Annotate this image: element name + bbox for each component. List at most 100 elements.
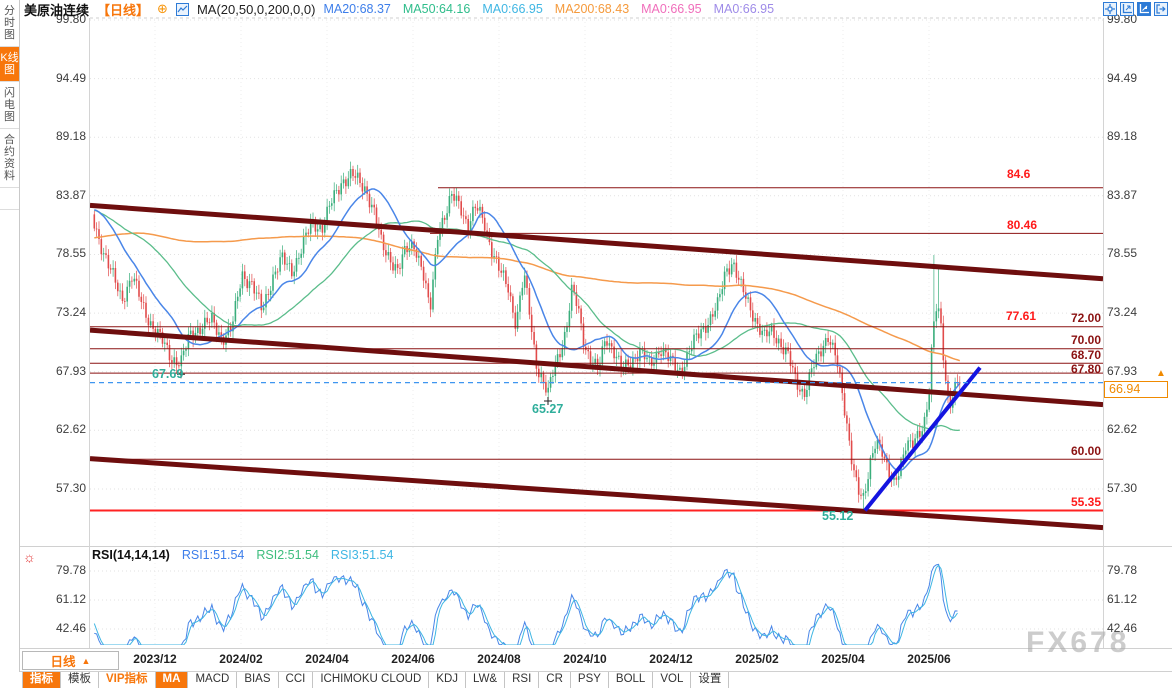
sidebar: 分时图 K线图 闪电图 合约资料: [0, 0, 20, 672]
price-level-label: 67.80: [1070, 362, 1101, 376]
ma-legend-value: MA50:64.16: [402, 2, 471, 16]
price-level-label: 77.61: [1006, 309, 1037, 323]
indicator-tab-指标[interactable]: 指标: [23, 672, 61, 688]
price-level-label: 68.70: [1070, 348, 1101, 362]
indicator-tab-VOL[interactable]: VOL: [653, 672, 692, 688]
indicator-tab-MA[interactable]: MA: [155, 672, 189, 688]
sidebar-tab-合约资料[interactable]: 合约资料: [0, 129, 19, 188]
indicator-tab-LW&[interactable]: LW&: [466, 672, 506, 688]
symbol-title: 美原油连续: [24, 2, 90, 18]
rsi-axis-label: 61.12: [1107, 591, 1138, 606]
y-axis-label: 57.30: [55, 480, 86, 495]
price-level-label: 55.35: [1070, 495, 1101, 509]
rsi-axis-label: 42.46: [55, 620, 86, 635]
indicator-tab-设置[interactable]: 设置: [691, 672, 730, 688]
ma-legend-value: MA20:68.37: [323, 2, 391, 16]
y-axis-label: 57.30: [1107, 480, 1138, 495]
rsi-legend-value: RSI1:51.54: [181, 548, 245, 562]
y-axis-label: 83.87: [1107, 187, 1138, 202]
y-axis-label: 94.49: [1107, 70, 1138, 85]
kline-icon: [175, 2, 189, 16]
sidebar-empty-cell: [0, 188, 19, 210]
date-axis-label: 2023/12: [133, 652, 177, 666]
price-level-label: 72.00: [1070, 311, 1101, 325]
sidebar-tab-分时图[interactable]: 分时图: [0, 0, 19, 47]
rsi-axis-label: 61.12: [55, 591, 86, 606]
date-axis-label: 2024/04: [305, 652, 349, 666]
indicator-settings-icon[interactable]: ☼: [23, 549, 36, 565]
indicator-tab-RSI[interactable]: RSI: [505, 672, 540, 688]
crosshair-icon[interactable]: [1103, 2, 1117, 16]
price-annotation: 55.12: [822, 509, 854, 523]
indicator-tab-模板[interactable]: 模板: [61, 672, 99, 688]
price-level-label: 84.6: [1007, 167, 1031, 181]
date-axis-label: 2025/02: [735, 652, 779, 666]
period-dropdown-arrow-icon: ▲: [81, 655, 91, 666]
y-axis-label: 73.24: [1107, 305, 1138, 320]
rsi-formula[interactable]: RSI(14,14,14): [92, 548, 170, 562]
ma-legend-value: MA200:68.43: [554, 2, 630, 16]
main-rsi-divider: [20, 546, 1172, 547]
ma-legend: MA20:68.37 MA50:64.16 MA0:66.95 MA200:68.43…: [323, 2, 786, 16]
rsi-legend-value: RSI2:51.54: [256, 548, 319, 562]
y-axis-label: 78.55: [1107, 246, 1138, 261]
pop-out-icon[interactable]: [1154, 2, 1168, 16]
date-axis-label: 2024/02: [219, 652, 263, 666]
date-axis-label: 2024/10: [563, 652, 607, 666]
rsi-axis-label: 42.46: [1107, 620, 1138, 635]
ma-legend-value: MA0:66.95: [641, 2, 702, 16]
indicator-tab-MACD[interactable]: MACD: [188, 672, 238, 688]
indicator-tab-BIAS[interactable]: BIAS: [237, 672, 279, 688]
fx678-watermark: FX678: [1026, 626, 1130, 659]
left-plot-border: [89, 18, 90, 648]
indicator-tab-KDJ[interactable]: KDJ: [429, 672, 467, 688]
current-price-badge: 66.94: [1104, 381, 1168, 398]
period-selector[interactable]: 日线 ▲: [22, 651, 119, 670]
indicator-tab-VIP指标[interactable]: VIP指标: [99, 672, 156, 688]
indicator-tab-ICHIMOKU CLOUD[interactable]: ICHIMOKU CLOUD: [313, 672, 430, 688]
y-axis-label: 83.87: [55, 187, 86, 202]
rsi-date-divider: [20, 648, 1172, 649]
indicator-tab-BOLL[interactable]: BOLL: [608, 672, 654, 688]
sidebar-tab-K线图[interactable]: K线图: [0, 47, 19, 82]
ma-formula[interactable]: MA(20,50,0,200,0,0): [196, 1, 316, 17]
ma-legend-value: MA0:66.95: [482, 2, 543, 16]
price-level-label: 60.00: [1070, 444, 1101, 458]
rsi-legend: RSI1:51.54 RSI2:51.54 RSI3:51.54: [182, 548, 394, 562]
indicator-toolbar: 指标 模板 VIP指标 MA MACD BIAS CCI ICHIMOKU CLOUD KDJ L…: [22, 672, 730, 688]
y-axis-label: 67.93: [55, 363, 86, 378]
candles-layer: [93, 161, 961, 513]
y-axis-label: 62.62: [1107, 422, 1138, 437]
period-label: 日线: [50, 655, 76, 669]
y-axis-label: 89.18: [55, 129, 86, 144]
latest-price-arrow-icon[interactable]: ▲: [1156, 368, 1166, 379]
y-axis-label: 89.18: [1107, 129, 1138, 144]
y-axis-label: 73.24: [55, 305, 86, 320]
date-axis-label: 2024/08: [477, 652, 521, 666]
date-axis-label: 2025/04: [821, 652, 865, 666]
period-tag[interactable]: 【日线】: [97, 2, 150, 18]
right-plot-border: [1103, 18, 1104, 648]
y-axis-label: 78.55: [55, 246, 86, 261]
indicator-tab-CCI[interactable]: CCI: [278, 672, 314, 688]
ma-legend-value: MA0:66.95: [713, 2, 775, 16]
chart-tool-icons: [1103, 2, 1168, 16]
y-axis-label: 62.62: [55, 422, 86, 437]
toolbar-divider: [0, 671, 1172, 672]
y-axis-label: 99.80: [55, 12, 86, 26]
chart-header: 美原油连续 【日线】 ⊕ MA(20,50,0,200,0,0) MA20:68…: [24, 0, 786, 18]
price-level-label: 70.00: [1070, 333, 1101, 347]
add-indicator-icon[interactable]: ⊕: [157, 1, 168, 16]
indicator-tab-PSY[interactable]: PSY: [570, 672, 609, 688]
axis-scale-icon[interactable]: [1137, 2, 1151, 16]
indicator-tab-CR[interactable]: CR: [539, 672, 571, 688]
sidebar-tab-闪电图[interactable]: 闪电图: [0, 82, 19, 129]
rsi-axis-label: 79.78: [55, 563, 86, 577]
axis-range-icon[interactable]: [1120, 2, 1134, 16]
rsi-header: RSI(14,14,14) RSI1:51.54 RSI2:51.54 RSI3:5…: [92, 548, 393, 562]
rsi-legend-value: RSI3:51.54: [330, 548, 394, 562]
date-axis-label: 2025/06: [907, 652, 951, 666]
price-annotation: 67.69: [152, 367, 184, 381]
